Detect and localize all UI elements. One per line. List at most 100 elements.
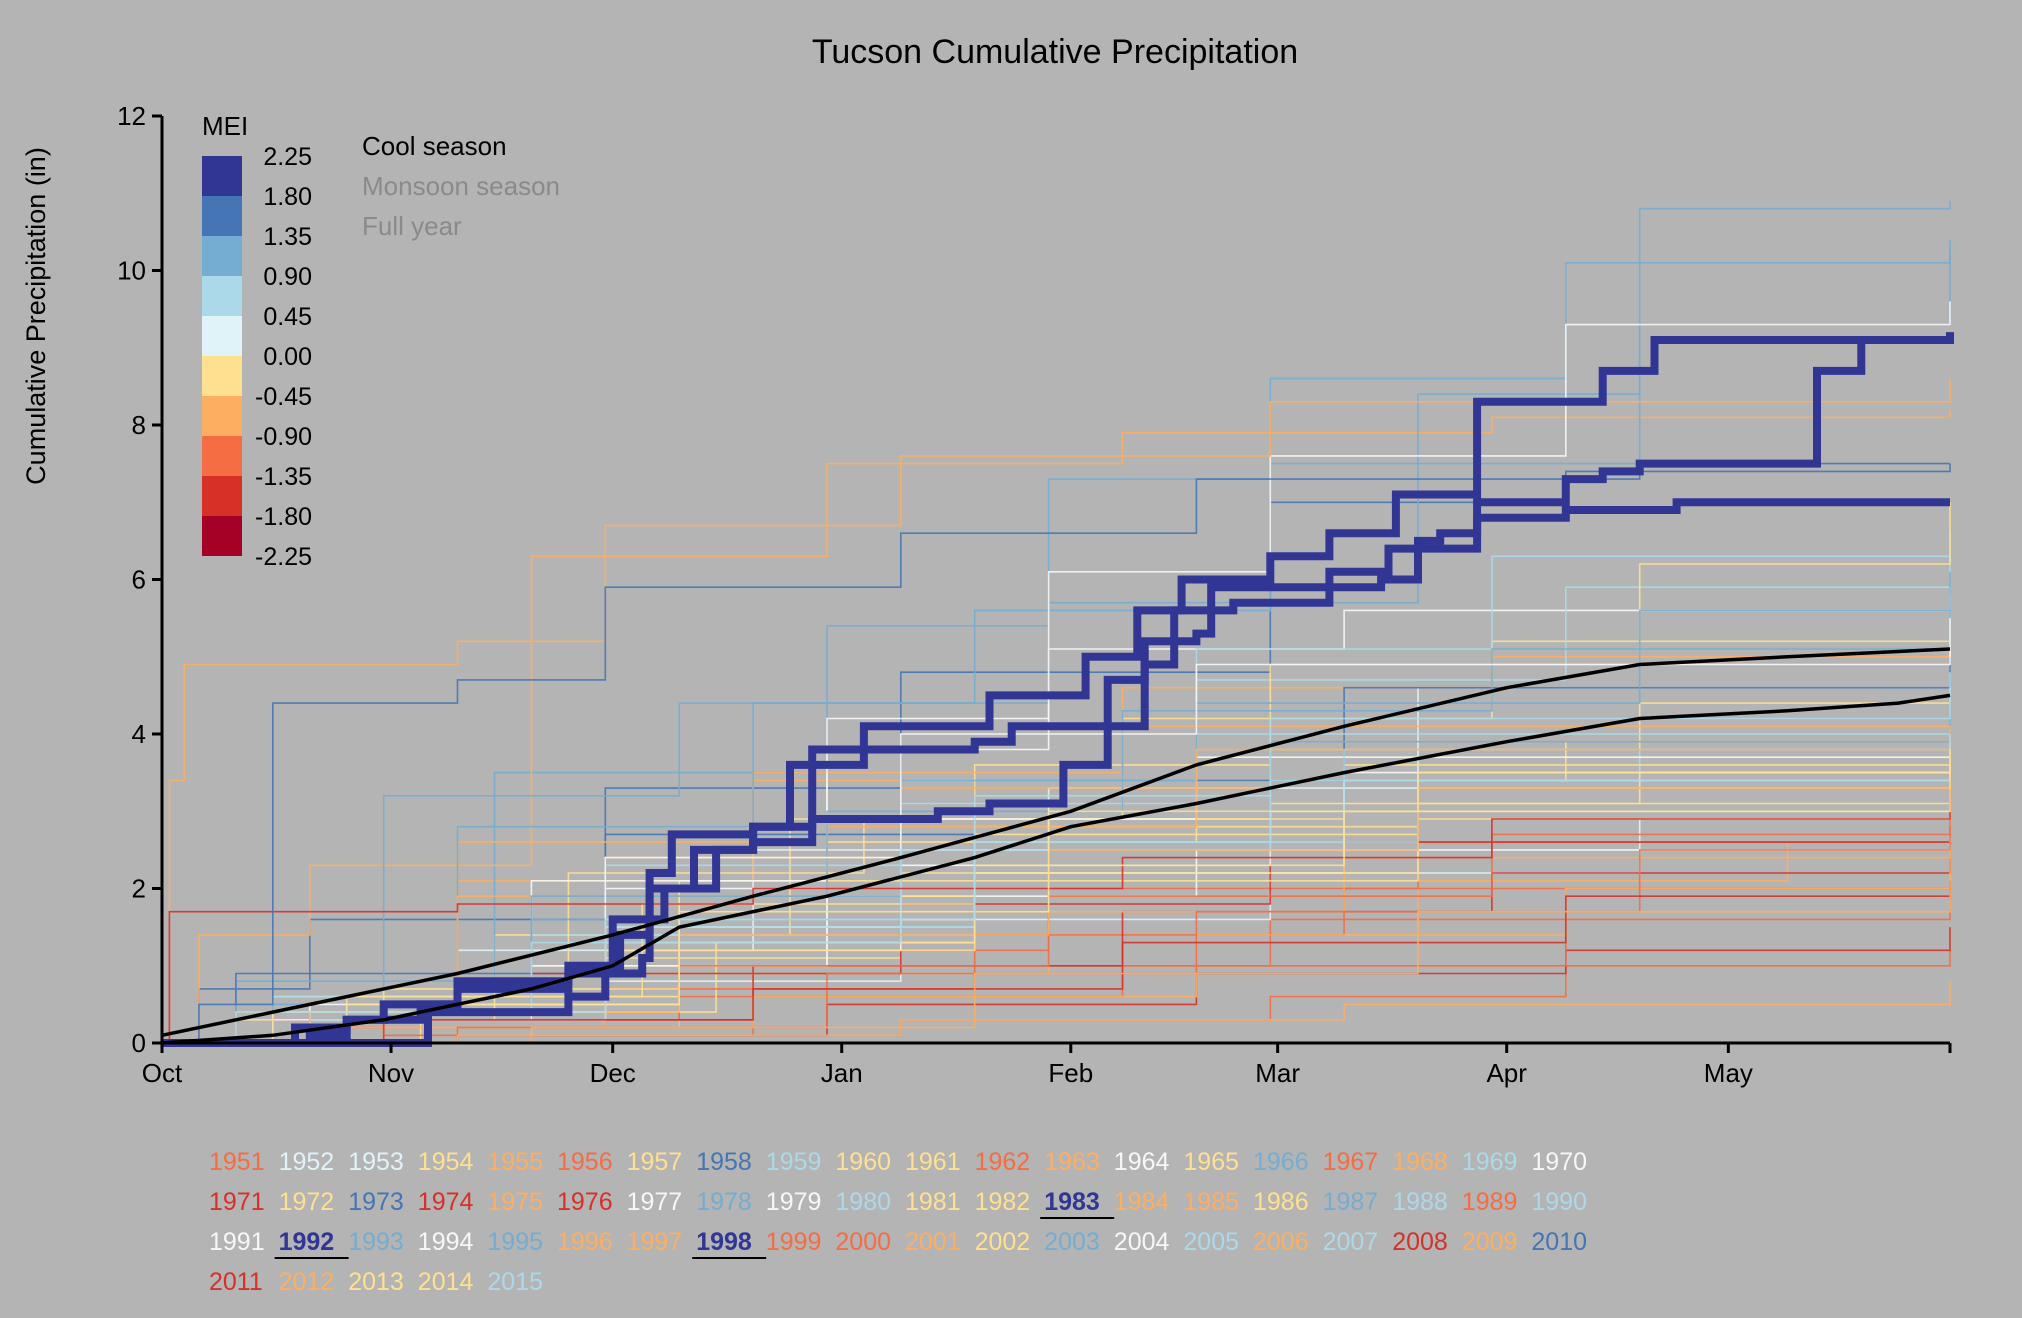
year-label-1992[interactable]: 1992 — [279, 1228, 335, 1256]
season-toggle-0[interactable]: Cool season — [362, 131, 507, 161]
year-label-1968[interactable]: 1968 — [1392, 1148, 1448, 1176]
year-label-2003[interactable]: 2003 — [1044, 1228, 1100, 1256]
year-label-1969[interactable]: 1969 — [1462, 1148, 1518, 1176]
x-tick-label-feb: Feb — [1048, 1058, 1093, 1088]
year-label-1966[interactable]: 1966 — [1253, 1148, 1309, 1176]
year-label-1999[interactable]: 1999 — [766, 1228, 822, 1256]
year-label-2007[interactable]: 2007 — [1323, 1228, 1379, 1256]
highlight-line-1998 — [162, 498, 1950, 1047]
year-label-1981[interactable]: 1981 — [905, 1188, 961, 1216]
year-line-2015 — [162, 672, 1951, 1044]
colorbar-label: -1.35 — [255, 463, 312, 491]
year-label-2001[interactable]: 2001 — [905, 1228, 961, 1256]
year-label-1971[interactable]: 1971 — [209, 1188, 265, 1216]
year-label-2015[interactable]: 2015 — [487, 1268, 543, 1296]
y-tick-label: 0 — [132, 1028, 146, 1058]
year-label-1965[interactable]: 1965 — [1183, 1148, 1239, 1176]
y-axis-label: Cumulative Precipitation (in) — [21, 147, 51, 485]
year-label-1961[interactable]: 1961 — [905, 1148, 961, 1176]
y-tick-label: 4 — [132, 719, 146, 749]
colorbar-title: MEI — [202, 111, 248, 141]
year-label-1982[interactable]: 1982 — [975, 1188, 1031, 1216]
year-label-1951[interactable]: 1951 — [209, 1148, 265, 1176]
year-label-1989[interactable]: 1989 — [1462, 1188, 1518, 1216]
year-label-2010[interactable]: 2010 — [1531, 1228, 1587, 1256]
year-line-1978 — [162, 247, 1951, 1044]
year-label-1985[interactable]: 1985 — [1183, 1188, 1239, 1216]
year-label-1967[interactable]: 1967 — [1323, 1148, 1379, 1176]
year-label-1980[interactable]: 1980 — [835, 1188, 891, 1216]
highlight-line-1983 — [162, 332, 1954, 1047]
colorbar-label: 1.35 — [263, 223, 312, 251]
year-legend[interactable]: 1951 1952 1953 1954 1955 1956 1957 1958 1959 1960… — [209, 1148, 1587, 1296]
year-label-1993[interactable]: 1993 — [348, 1228, 404, 1256]
year-label-1978[interactable]: 1978 — [696, 1188, 752, 1216]
year-line-1985 — [162, 710, 1951, 1044]
colorbar-swatch — [202, 236, 242, 276]
year-label-1998[interactable]: 1998 — [696, 1228, 752, 1256]
season-toggle-1[interactable]: Monsoon season — [362, 171, 560, 201]
year-label-2000[interactable]: 2000 — [835, 1228, 891, 1256]
year-label-2005[interactable]: 2005 — [1183, 1228, 1239, 1256]
year-label-1964[interactable]: 1964 — [1114, 1148, 1170, 1176]
colorbar-swatch — [202, 356, 242, 396]
year-label-1995[interactable]: 1995 — [487, 1228, 543, 1256]
year-label-1974[interactable]: 1974 — [418, 1188, 474, 1216]
year-label-1962[interactable]: 1962 — [975, 1148, 1031, 1176]
year-label-1954[interactable]: 1954 — [418, 1148, 474, 1176]
season-legend[interactable]: Cool season Monsoon season Full year — [362, 131, 560, 241]
year-label-1983[interactable]: 1983 — [1044, 1188, 1100, 1216]
mean-line-2 — [161, 693, 1951, 1045]
year-label-1970[interactable]: 1970 — [1531, 1148, 1587, 1176]
year-line-1958 — [162, 463, 1951, 1044]
colorbar-label: -0.90 — [255, 423, 312, 451]
year-label-2006[interactable]: 2006 — [1253, 1228, 1309, 1256]
year-label-1987[interactable]: 1987 — [1323, 1188, 1379, 1216]
year-label-1997[interactable]: 1997 — [627, 1228, 683, 1256]
year-label-1979[interactable]: 1979 — [766, 1188, 822, 1216]
mei-colorbar: MEI 2.25 1.80 1.35 0.90 0.45 0.00 -0.45 -0.90 -1.… — [202, 111, 312, 571]
year-label-2014[interactable]: 2014 — [418, 1268, 474, 1296]
year-label-1959[interactable]: 1959 — [766, 1148, 822, 1176]
season-toggle-2[interactable]: Full year — [362, 211, 462, 241]
year-label-1977[interactable]: 1977 — [627, 1188, 683, 1216]
year-label-1994[interactable]: 1994 — [418, 1228, 474, 1256]
year-label-2002[interactable]: 2002 — [975, 1228, 1031, 1256]
year-label-1991[interactable]: 1991 — [209, 1228, 265, 1256]
year-label-1963[interactable]: 1963 — [1044, 1148, 1100, 1176]
year-label-1988[interactable]: 1988 — [1392, 1188, 1448, 1216]
year-label-1986[interactable]: 1986 — [1253, 1188, 1309, 1216]
year-label-2011[interactable]: 2011 — [209, 1268, 263, 1296]
year-line-1987 — [162, 201, 1951, 1044]
highlight-year-lines-group — [162, 332, 1954, 1047]
year-line-1954 — [162, 726, 1951, 1044]
year-label-1976[interactable]: 1976 — [557, 1188, 613, 1216]
year-line-2010 — [162, 462, 1950, 1044]
year-line-2008 — [162, 780, 1951, 1044]
year-label-1975[interactable]: 1975 — [487, 1188, 543, 1216]
year-label-1960[interactable]: 1960 — [835, 1148, 891, 1176]
year-label-1973[interactable]: 1973 — [348, 1188, 404, 1216]
colorbar-swatch — [202, 196, 242, 236]
year-label-1958[interactable]: 1958 — [696, 1148, 752, 1176]
colorbar-label: -2.25 — [255, 543, 312, 571]
year-line-1961 — [162, 741, 1951, 1044]
year-label-2004[interactable]: 2004 — [1114, 1228, 1170, 1256]
year-label-1953[interactable]: 1953 — [348, 1148, 404, 1176]
year-label-1984[interactable]: 1984 — [1114, 1188, 1170, 1216]
colorbar-swatch — [202, 436, 242, 476]
year-label-1990[interactable]: 1990 — [1531, 1188, 1587, 1216]
year-label-1952[interactable]: 1952 — [279, 1148, 335, 1176]
colorbar-swatch — [202, 476, 242, 516]
year-label-2009[interactable]: 2009 — [1462, 1228, 1518, 1256]
year-label-1972[interactable]: 1972 — [279, 1188, 335, 1216]
year-label-2012[interactable]: 2012 — [279, 1268, 335, 1296]
year-label-1957[interactable]: 1957 — [627, 1148, 683, 1176]
year-label-1996[interactable]: 1996 — [557, 1228, 613, 1256]
colorbar-swatch — [202, 516, 242, 556]
year-label-1955[interactable]: 1955 — [487, 1148, 543, 1176]
year-label-1956[interactable]: 1956 — [557, 1148, 613, 1176]
colorbar-label: 1.80 — [263, 183, 312, 211]
year-label-2013[interactable]: 2013 — [348, 1268, 404, 1296]
year-label-2008[interactable]: 2008 — [1392, 1228, 1448, 1256]
